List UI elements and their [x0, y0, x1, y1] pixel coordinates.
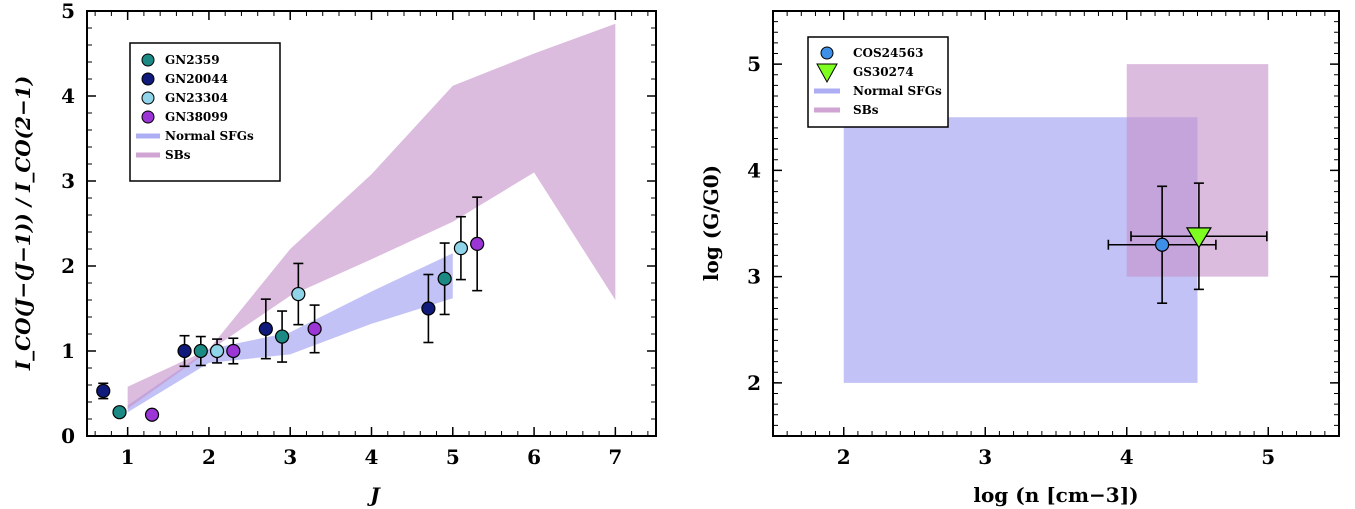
left-y-axis-label: I_CO(J−(J−1)) / I_CO(2−1)	[11, 76, 35, 371]
legend-gs30274-label: GS30274	[853, 65, 914, 79]
point-gn23304	[453, 241, 469, 256]
right-y-tick-label: 5	[747, 52, 761, 76]
left-y-tick-label: 0	[61, 424, 75, 448]
right-regions	[843, 64, 1269, 383]
left-data-points	[96, 196, 485, 422]
legend-cos24563-label: COS24563	[853, 46, 923, 60]
left-legend-box	[129, 42, 281, 182]
legend-cos24563-marker	[820, 46, 834, 60]
legend-sbs-label: SBs	[165, 148, 191, 162]
right-x-tick-label: 2	[837, 445, 851, 469]
left-x-axis-label: J	[366, 483, 381, 507]
right-x-tick-label: 3	[978, 445, 992, 469]
point-gs30274	[1185, 227, 1212, 249]
right-y-tick-label: 3	[747, 265, 761, 289]
left-ticks: 1 2 3 4 5 6 7 0 1 2 3 4 5	[61, 0, 656, 469]
left-y-tick-label: 5	[61, 0, 75, 23]
right-data-points	[1107, 182, 1268, 304]
right-y-axis-label: log (G/G0)	[699, 165, 723, 281]
point-gn2359	[112, 405, 127, 420]
point-gn2359	[437, 271, 452, 286]
point-gn38099	[470, 236, 485, 251]
legend-gn23304-label: GN23304	[165, 91, 228, 105]
left-bands	[127, 23, 616, 413]
left-y-tick-label: 2	[61, 254, 75, 278]
left-panel: 1 2 3 4 5 6 7 0 1 2 3 4 5 J I_CO(J−(J−1)) / I_CO(2−1…	[11, 0, 657, 507]
right-ticks: 2 3 4 5 2 3 4 5	[747, 11, 1339, 469]
point-gn20044	[96, 383, 111, 399]
left-x-tick-label: 6	[527, 445, 541, 469]
point-gn2359	[274, 329, 290, 344]
legend-gn38099-label: GN38099	[165, 110, 228, 124]
left-x-tick-label: 2	[202, 445, 216, 469]
right-x-tick-label: 5	[1261, 445, 1275, 469]
legend-gn20044-marker	[141, 72, 155, 86]
left-x-tick-label: 1	[121, 445, 135, 469]
point-gn2359	[193, 343, 208, 359]
legend-normal-sfgs-label: Normal SFGs	[165, 129, 254, 143]
right-panel: 2 3 4 5 2 3 4 5 log (n [cm−3]) log (G/G0) COS24…	[699, 10, 1340, 507]
legend-gn38099-marker	[141, 110, 155, 124]
point-gn20044	[421, 301, 436, 316]
band-normal-sfgs	[127, 253, 453, 413]
left-x-tick-label: 7	[608, 445, 622, 469]
right-x-axis-label: log (n [cm−3])	[973, 483, 1138, 507]
point-gn20044	[258, 321, 273, 336]
point-gn23304	[291, 286, 306, 302]
right-legend: COS24563 GS30274 Normal SFGs SBs	[807, 36, 949, 128]
left-x-tick-label: 3	[283, 445, 297, 469]
legend-gn2359-label: GN2359	[165, 53, 220, 67]
point-gn38099	[144, 407, 160, 422]
legend-right-sbs-label: SBs	[853, 103, 879, 117]
point-gn20044	[177, 343, 192, 359]
point-gn23304	[209, 343, 225, 359]
point-gn38099	[226, 343, 241, 359]
left-x-tick-label: 4	[365, 445, 379, 469]
legend-gn23304-marker	[141, 91, 155, 105]
left-y-tick-label: 4	[61, 84, 75, 108]
left-x-tick-label: 5	[446, 445, 460, 469]
right-x-tick-label: 4	[1120, 445, 1134, 469]
left-y-tick-label: 3	[61, 169, 75, 193]
right-y-tick-label: 4	[747, 158, 761, 182]
legend-gs30274-marker	[816, 63, 838, 84]
right-y-tick-label: 2	[747, 371, 761, 395]
band-sbs	[127, 23, 616, 409]
legend-gn2359-marker	[141, 53, 155, 67]
left-y-tick-label: 1	[61, 339, 75, 363]
legend-gn20044-label: GN20044	[165, 72, 228, 86]
point-cos24563	[1155, 237, 1170, 252]
point-gn38099	[307, 321, 322, 336]
left-legend: GN2359 GN20044 GN23304 GN38099 Normal SF…	[129, 42, 281, 182]
legend-right-normal-sfgs-label: Normal SFGs	[853, 84, 942, 98]
